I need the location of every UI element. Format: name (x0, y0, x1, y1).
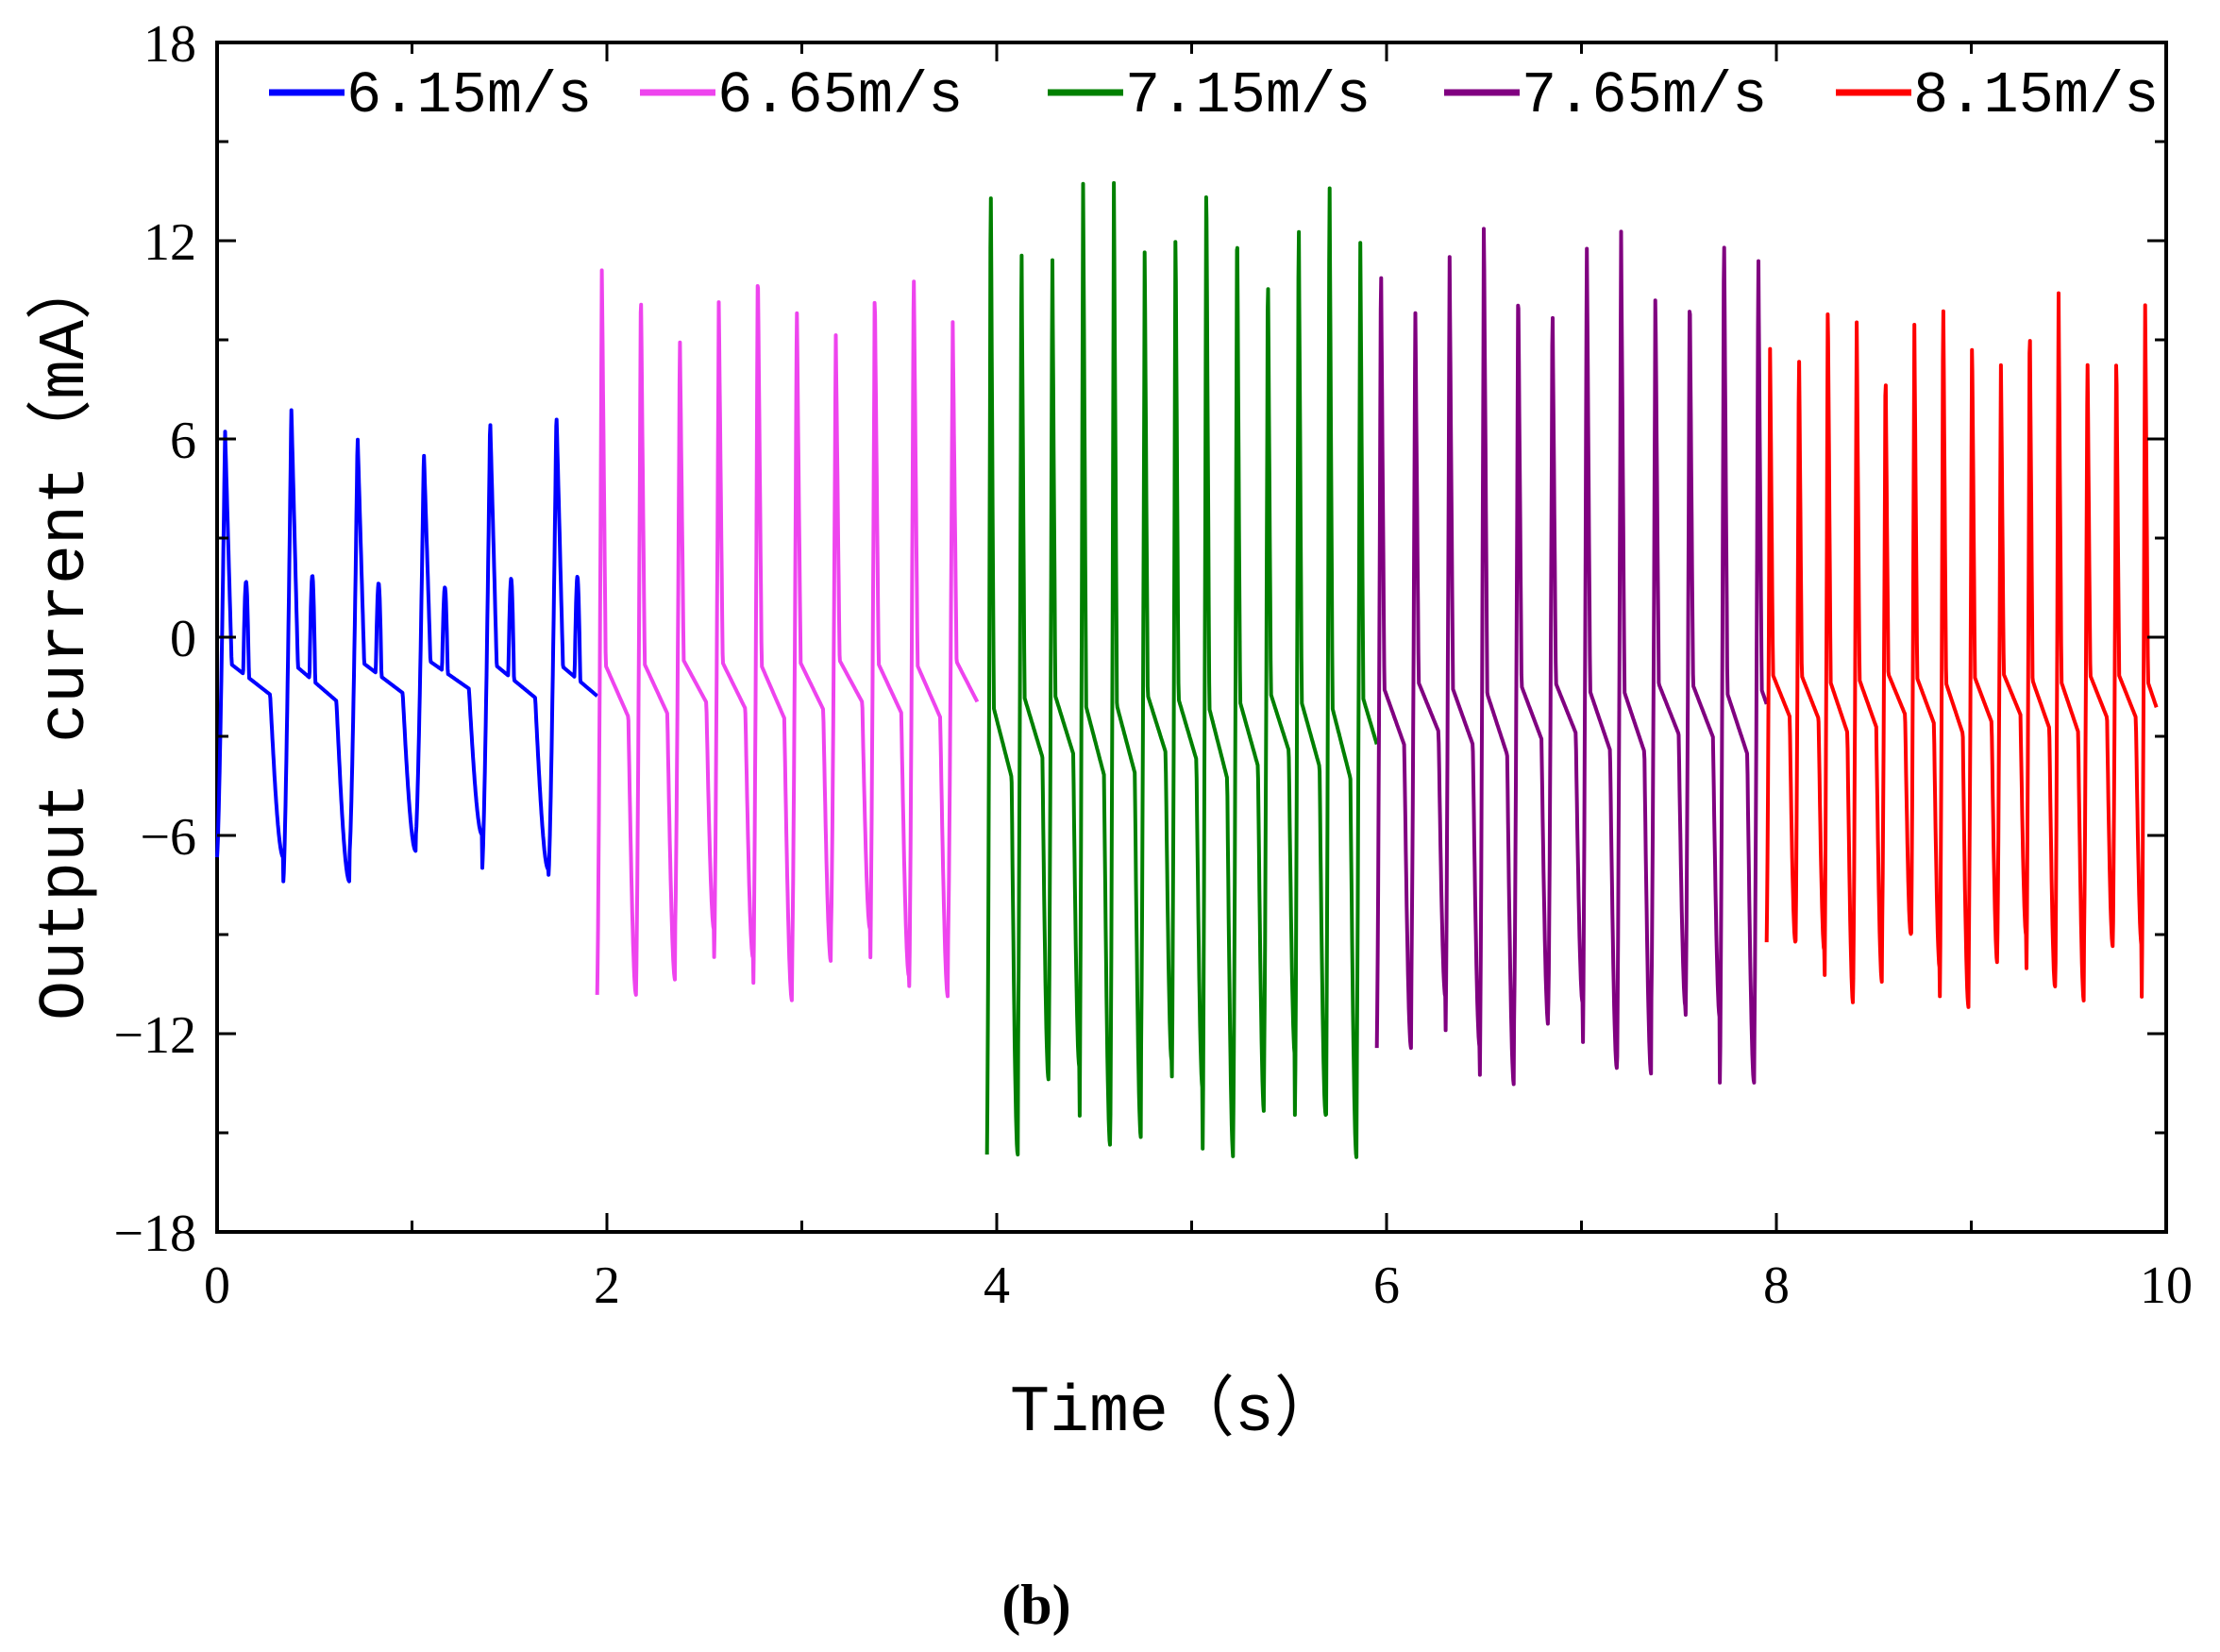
legend-label: 7.15m/s (1125, 62, 1371, 129)
x-tick-label: 2 (594, 1256, 620, 1315)
series-group (215, 180, 2159, 1159)
y-tick-label: −6 (140, 808, 196, 867)
x-axis-title: Time（s） (1010, 1374, 1340, 1451)
y-tick-label: −12 (113, 1006, 196, 1065)
x-tick-label: 4 (984, 1256, 1010, 1315)
legend: 6.15m/s 6.65m/s 7.15m/s 7.65m/s 8.15m/s (269, 62, 2159, 129)
ticks-group: 0 2 4 6 8 10 −18 −12 −6 0 6 12 18 (113, 15, 2193, 1315)
legend-label: 7.65m/s (1522, 62, 1767, 129)
x-tick-label: 10 (2140, 1256, 2193, 1315)
y-tick-label: 0 (170, 610, 196, 668)
y-axis-title: Output current（mA） (26, 254, 104, 1020)
x-tick-label: 0 (204, 1256, 230, 1315)
y-tick-label: 12 (143, 213, 196, 272)
legend-label: 6.15m/s (346, 62, 592, 129)
y-tick-label: 18 (143, 15, 196, 74)
x-tick-label: 6 (1373, 1256, 1400, 1315)
y-tick-label: −18 (113, 1205, 196, 1263)
y-tick-label: 6 (170, 412, 196, 470)
x-tick-label: 8 (1763, 1256, 1790, 1315)
series-line-2 (595, 268, 980, 1003)
series-line-3 (984, 180, 1379, 1159)
legend-label: 6.65m/s (717, 62, 963, 129)
series-line-4 (1374, 227, 1769, 1087)
series-line-1 (215, 408, 599, 884)
legend-label: 8.15m/s (1913, 62, 2159, 129)
panel-label: (b) (1001, 1574, 1070, 1636)
series-line-5 (1764, 291, 2159, 1009)
